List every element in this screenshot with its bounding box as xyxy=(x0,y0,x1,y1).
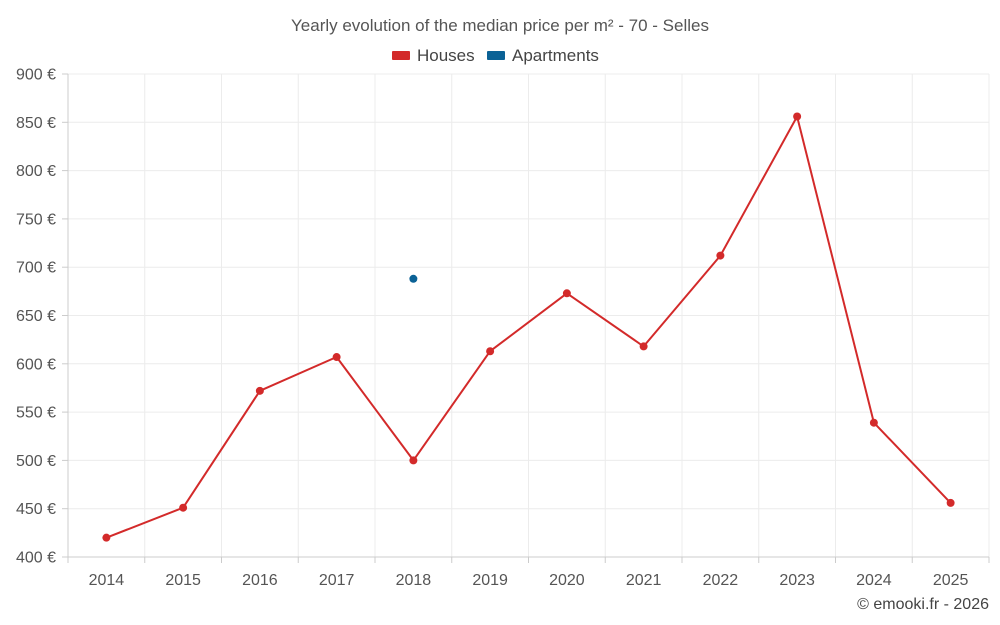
x-tick-label: 2023 xyxy=(779,572,815,589)
data-point-houses[interactable] xyxy=(409,456,418,465)
x-tick-label: 2019 xyxy=(472,572,508,589)
x-tick-label: 2017 xyxy=(319,572,355,589)
x-axis: 2014 2015 2016 2017 2018 2019 2020 2021 2022 2023… xyxy=(67,556,990,589)
y-tick-label: 750 € xyxy=(16,211,56,228)
y-tick-label: 850 € xyxy=(16,115,56,132)
x-tick-label: 2018 xyxy=(396,572,432,589)
data-point-houses[interactable] xyxy=(179,503,188,512)
data-point-houses[interactable] xyxy=(793,112,802,121)
data-point-houses[interactable] xyxy=(639,342,648,351)
legend-swatch-apartments xyxy=(487,51,505,60)
data-point-houses[interactable] xyxy=(486,347,495,356)
x-tick-label: 2016 xyxy=(242,572,278,589)
credit-text: © emooki.fr - 2026 xyxy=(857,596,989,613)
data-point-houses[interactable] xyxy=(869,418,878,427)
legend-swatch-houses xyxy=(392,51,410,60)
grid xyxy=(67,73,990,557)
x-tick-label: 2025 xyxy=(933,572,969,589)
data-point-houses[interactable] xyxy=(255,386,264,395)
data-point-houses[interactable] xyxy=(946,498,955,507)
y-tick-label: 800 € xyxy=(16,163,56,180)
y-tick-label: 400 € xyxy=(16,550,56,567)
series-line-houses xyxy=(106,115,952,539)
y-tick-label: 500 € xyxy=(16,453,56,470)
legend-label-houses[interactable]: Houses xyxy=(417,46,475,65)
legend: Houses Apartments xyxy=(392,46,599,65)
y-tick-label: 900 € xyxy=(16,67,56,84)
x-tick-label: 2024 xyxy=(856,572,892,589)
legend-label-apartments[interactable]: Apartments xyxy=(512,46,599,65)
data-point-houses[interactable] xyxy=(562,289,571,298)
y-tick-label: 600 € xyxy=(16,356,56,373)
data-point-apartments[interactable] xyxy=(409,274,418,283)
x-tick-label: 2020 xyxy=(549,572,585,589)
data-point-houses[interactable] xyxy=(102,533,111,542)
y-tick-label: 700 € xyxy=(16,260,56,277)
series-layer xyxy=(102,112,955,542)
data-point-houses[interactable] xyxy=(716,251,725,260)
y-axis: 400 € 450 € 500 € 550 € 600 € 650 € 700 € 750 €… xyxy=(16,67,69,567)
y-tick-label: 450 € xyxy=(16,501,56,518)
series-apartments xyxy=(409,274,418,283)
data-point-houses[interactable] xyxy=(332,353,341,362)
x-tick-label: 2015 xyxy=(165,572,201,589)
y-tick-label: 550 € xyxy=(16,405,56,422)
series-houses xyxy=(102,112,955,542)
x-tick-label: 2021 xyxy=(626,572,662,589)
x-tick-label: 2022 xyxy=(703,572,739,589)
x-tick-label: 2014 xyxy=(89,572,125,589)
chart-title: Yearly evolution of the median price per… xyxy=(291,16,709,35)
y-tick-label: 650 € xyxy=(16,308,56,325)
